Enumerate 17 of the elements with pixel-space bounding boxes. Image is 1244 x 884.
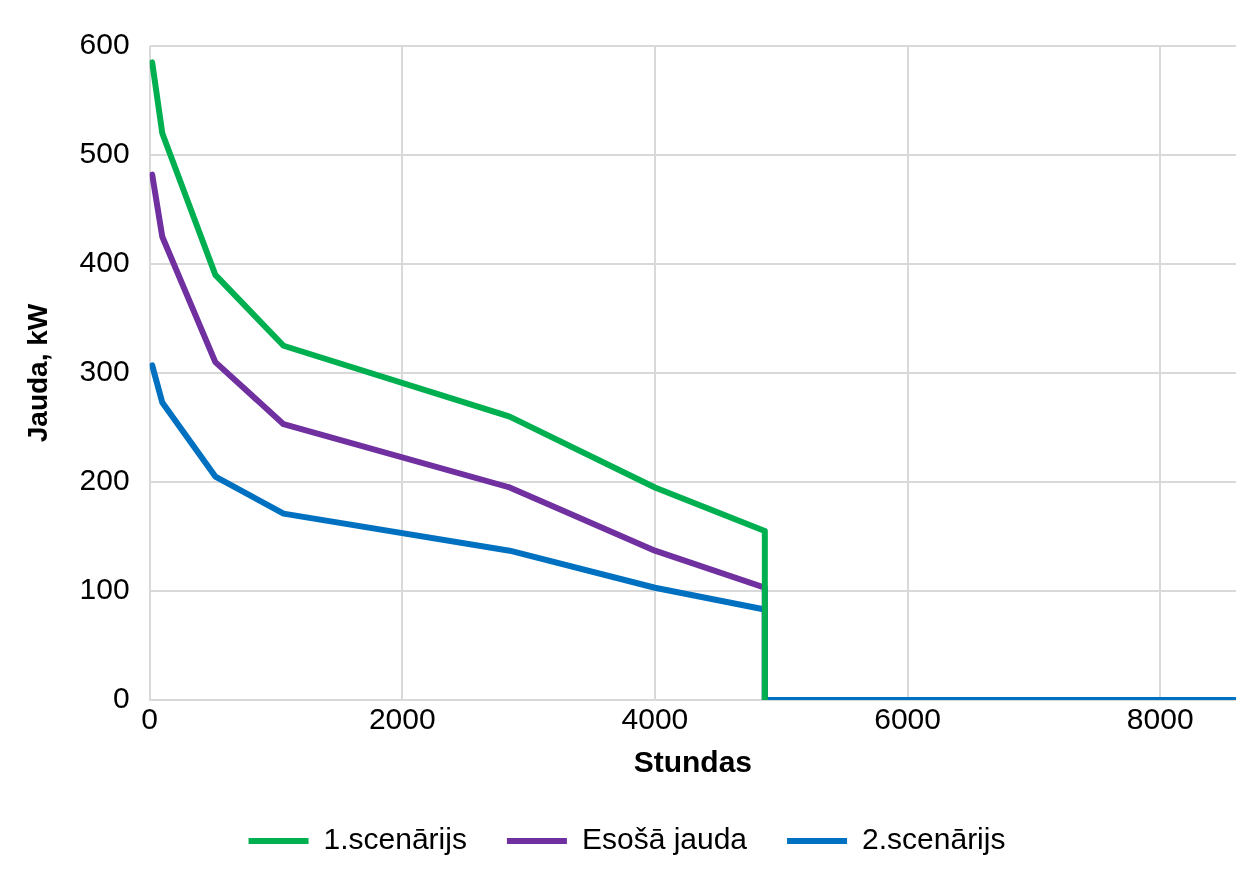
y-tick-label: 500 [79, 136, 130, 170]
y-tick-label: 300 [79, 354, 130, 388]
x-tick-label: 2000 [368, 702, 436, 736]
x-tick-label: 0 [141, 702, 158, 736]
x-tick-label: 6000 [874, 702, 941, 736]
legend-label: 2.scenārijs [862, 822, 1006, 856]
y-axis-title: Jauda, kW [21, 303, 53, 443]
x-tick-label: 4000 [621, 702, 689, 736]
y-tick-label: 400 [79, 245, 130, 279]
y-tick-label: 200 [79, 463, 130, 497]
y-tick-label: 0 [112, 681, 130, 715]
y-tick-label: 600 [79, 27, 130, 61]
x-tick-label: 8000 [1126, 702, 1194, 736]
legend-label: Esošā jauda [581, 822, 748, 856]
legend-label: 1.scenārijs [323, 822, 467, 856]
y-tick-label: 100 [79, 572, 130, 606]
x-axis-title: Stundas [633, 745, 753, 779]
